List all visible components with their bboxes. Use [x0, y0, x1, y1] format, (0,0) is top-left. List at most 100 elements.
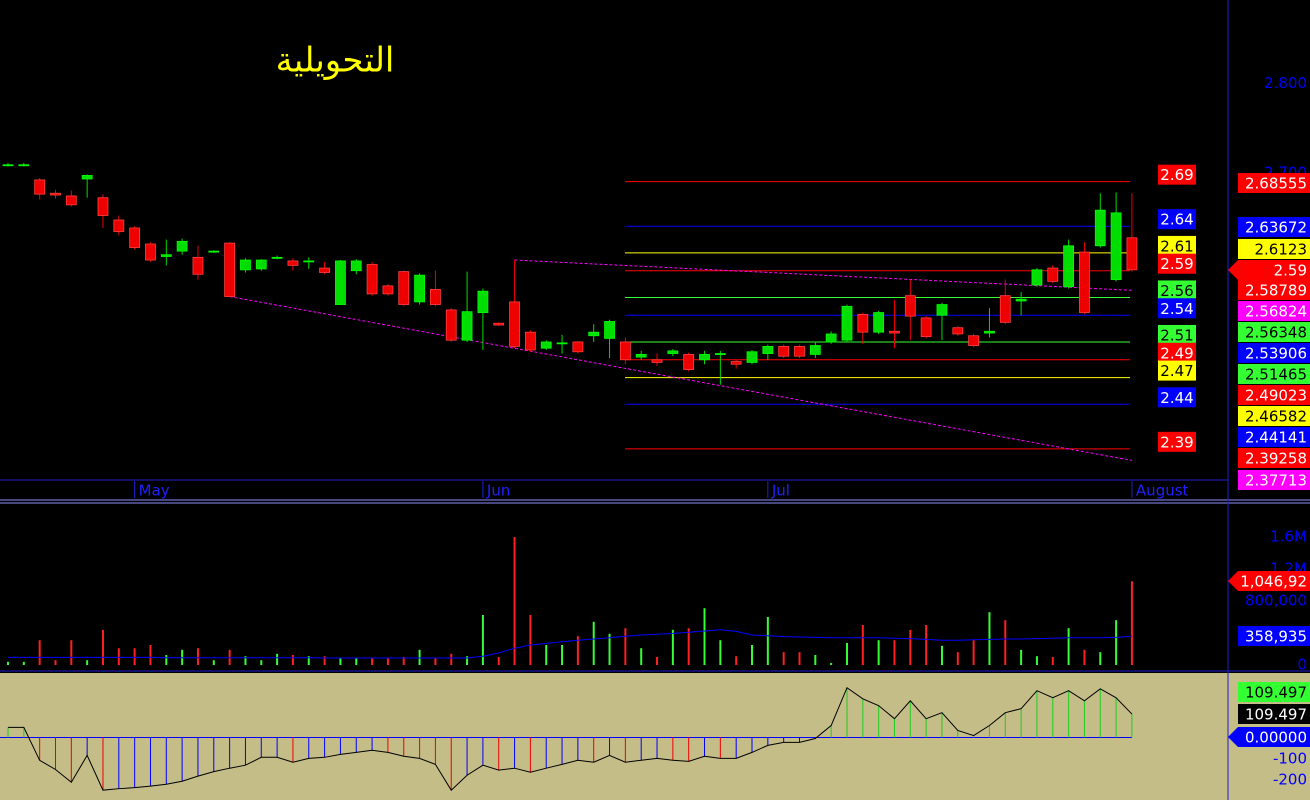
x-tick-label: August — [1136, 482, 1189, 500]
candle-body — [730, 361, 742, 365]
volume-bar — [909, 629, 912, 665]
price-marker-label: 2.46582 — [1245, 408, 1307, 426]
trend-line — [514, 259, 1132, 291]
candle-body — [350, 260, 362, 272]
volume-bar — [466, 656, 469, 665]
volume-bar — [54, 660, 57, 665]
level-label-box — [1158, 387, 1196, 408]
candle-body — [873, 312, 885, 333]
trend-line — [229, 296, 1133, 461]
volume-bar — [1004, 620, 1007, 665]
volume-bar — [22, 661, 25, 665]
volume-bar — [497, 657, 500, 665]
price-marker-box — [1238, 448, 1310, 468]
volume-bar — [133, 648, 136, 665]
price-marker-label: 2.58789 — [1245, 282, 1307, 300]
volume-bar — [355, 657, 358, 665]
volume-bar — [545, 645, 548, 665]
volume-bar — [925, 625, 928, 665]
level-label-box — [1158, 298, 1196, 319]
volume-bar — [371, 657, 374, 665]
price-marker-label: 109.497 — [1245, 706, 1307, 724]
x-tick-label: Jun — [486, 482, 510, 500]
level-label: 2.49 — [1160, 344, 1193, 362]
oscillator-background — [0, 673, 1310, 800]
candle-body — [999, 295, 1011, 323]
price-marker-label: 2.56824 — [1245, 303, 1307, 321]
volume-bar — [814, 655, 817, 665]
volume-bar — [656, 657, 659, 665]
volume-bar — [101, 629, 104, 665]
level-label: 2.54 — [1160, 300, 1193, 318]
level-label-box — [1158, 342, 1196, 363]
candle-body — [319, 267, 331, 273]
level-label-box — [1158, 324, 1196, 345]
candle-body — [1110, 212, 1122, 281]
candle-body — [936, 304, 948, 316]
volume-bar — [830, 663, 833, 665]
level-label: 2.59 — [1160, 255, 1193, 273]
candle-body — [778, 346, 790, 357]
volume-bar — [845, 643, 848, 665]
price-marker-label: 2.6123 — [1255, 241, 1308, 259]
volume-bar — [1099, 652, 1102, 665]
candle-body — [2, 164, 14, 167]
volume-bar — [291, 655, 294, 665]
volume-bar — [450, 653, 453, 665]
level-label: 2.69 — [1160, 166, 1193, 184]
candle-body — [683, 354, 695, 370]
candle-body — [524, 331, 536, 351]
candle-body — [414, 274, 425, 303]
candle-body — [635, 354, 647, 358]
price-marker-label: 2.56348 — [1245, 324, 1307, 342]
level-label: 2.51 — [1160, 326, 1193, 344]
volume-bar — [323, 656, 326, 665]
price-marker-box — [1238, 406, 1310, 426]
price-marker-label: 1,046,92 — [1240, 573, 1307, 591]
candle-body — [81, 175, 93, 180]
candle-body — [825, 333, 837, 343]
volume-bar — [418, 649, 421, 665]
candle-body — [889, 330, 900, 334]
volume-bar — [972, 640, 975, 665]
candle-body — [1063, 245, 1075, 288]
candle-body — [984, 330, 995, 334]
candle-body — [382, 285, 394, 295]
price-marker-label: 2.63672 — [1245, 219, 1307, 237]
volume-bar — [608, 633, 611, 665]
price-marker-pointer — [1228, 260, 1238, 280]
volume-bar — [624, 628, 627, 665]
candle-body — [572, 341, 584, 353]
candle-body — [129, 227, 141, 248]
volume-bar — [940, 645, 943, 665]
candle-body — [588, 331, 600, 337]
candle-body — [857, 313, 869, 333]
candle-body — [1094, 209, 1106, 247]
price-marker-box — [1238, 626, 1310, 646]
volume-bar — [339, 657, 342, 665]
volume-bar — [1035, 656, 1038, 665]
volume-bar — [988, 612, 991, 665]
chart-title: التحويلية — [276, 41, 395, 81]
volume-bar — [640, 648, 643, 665]
price-marker-box — [1238, 239, 1310, 259]
price-marker-box — [1238, 704, 1310, 724]
candle-body — [145, 243, 156, 261]
candle-body — [920, 317, 932, 338]
volume-bar — [687, 628, 690, 665]
y-tick-label: 1.6M — [1270, 528, 1307, 546]
price-marker-box — [1238, 260, 1310, 280]
volume-bar — [877, 640, 880, 665]
price-marker-box — [1238, 343, 1310, 363]
candle-body — [667, 350, 679, 354]
volume-bar — [893, 640, 896, 665]
candle-body — [714, 353, 726, 355]
candle-body — [335, 260, 346, 305]
volume-average — [8, 629, 1132, 659]
price-marker-box — [1238, 301, 1310, 321]
y-tick-label: -100 — [1273, 749, 1307, 767]
candle-body — [604, 321, 615, 339]
